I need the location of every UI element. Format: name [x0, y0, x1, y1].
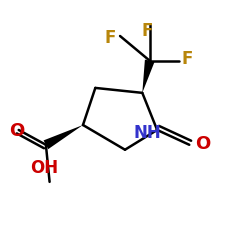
Text: O: O	[9, 122, 24, 140]
Text: NH: NH	[134, 124, 162, 142]
Text: OH: OH	[30, 159, 59, 177]
Text: O: O	[196, 134, 211, 152]
Text: F: F	[181, 50, 192, 68]
Text: F: F	[142, 22, 153, 40]
Polygon shape	[142, 60, 154, 93]
Text: F: F	[104, 30, 116, 48]
Polygon shape	[44, 125, 83, 149]
